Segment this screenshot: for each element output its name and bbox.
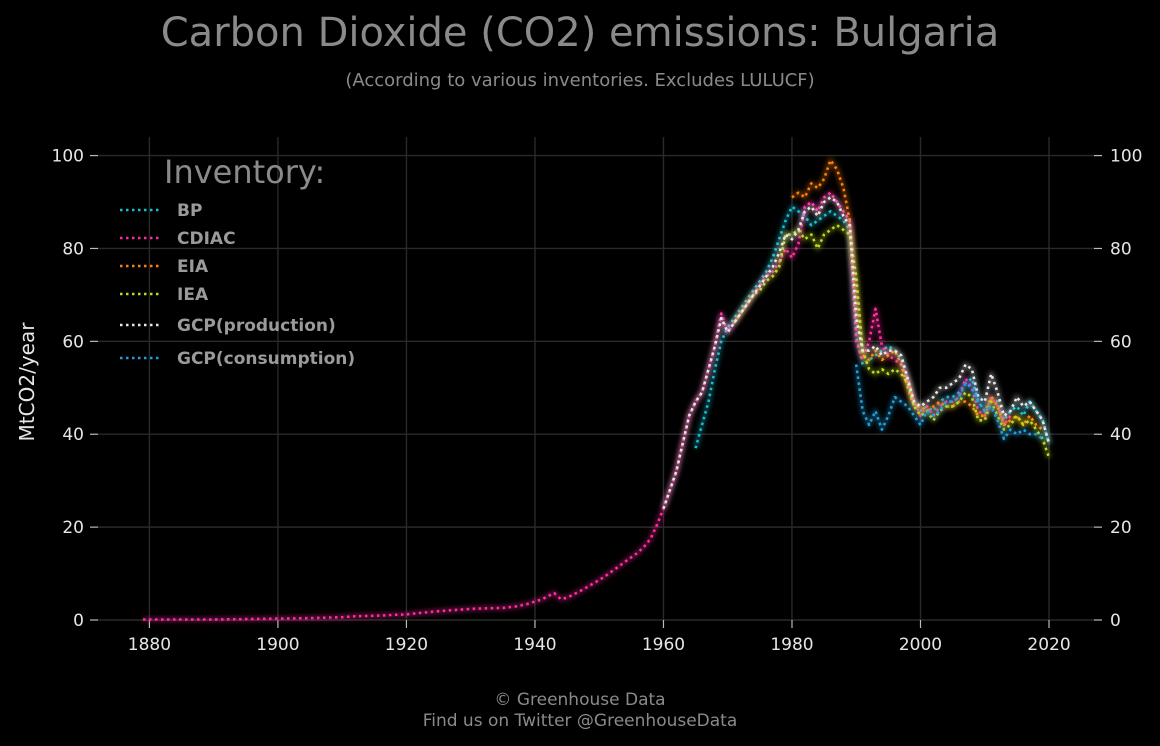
y-tick-label-left: 20: [62, 518, 84, 538]
y-tick-label-left: 0: [73, 611, 84, 631]
legend-label: GCP(production): [177, 316, 336, 336]
legend-label: GCP(consumption): [177, 349, 355, 369]
x-tick-label: 1900: [256, 635, 299, 655]
series-cdiac: [143, 190, 1013, 622]
series-line: [854, 364, 1044, 441]
x-tick-label: 1980: [770, 635, 813, 655]
y-tick-label-right: 0: [1110, 611, 1121, 631]
y-tick-label-left: 60: [62, 332, 84, 352]
x-tick-label: 1960: [642, 635, 685, 655]
series-glow: [661, 194, 1052, 510]
y-tick-label-right: 80: [1110, 239, 1132, 259]
chart-title: Carbon Dioxide (CO2) emissions: Bulgaria: [161, 10, 999, 56]
legend-label: IEA: [177, 285, 209, 305]
series-line: [662, 196, 1051, 509]
y-tick-label-right: 60: [1110, 332, 1132, 352]
legend: Inventory: BP CDIAC EIA IEA GCP(production) G…: [120, 153, 355, 369]
series-layer: [143, 157, 1052, 622]
y-tick-label-left: 40: [62, 425, 84, 445]
series-gcp-consumption: [853, 364, 1045, 442]
series-line: [143, 191, 1012, 621]
y-tick-label-right: 100: [1110, 147, 1142, 167]
footer-credit: © Greenhouse Data: [494, 690, 665, 710]
x-tick-label: 1920: [385, 635, 428, 655]
footer-twitter: Find us on Twitter @GreenhouseData: [423, 711, 738, 731]
legend-label: BP: [177, 201, 202, 221]
y-axis-label: MtCO2/year: [15, 322, 39, 442]
grid: [98, 137, 1094, 621]
y-tick-label-left: 100: [52, 147, 84, 167]
x-tick-label: 1880: [128, 635, 171, 655]
legend-title: Inventory:: [164, 153, 325, 191]
y-tick-label-right: 40: [1110, 425, 1132, 445]
chart-subtitle: (According to various inventories. Exclu…: [345, 70, 814, 91]
x-tick-label: 1940: [513, 635, 556, 655]
y-tick-label-right: 20: [1110, 518, 1132, 538]
series-glow: [143, 190, 1013, 622]
legend-label: EIA: [177, 257, 209, 277]
series-gcp-production: [661, 194, 1052, 510]
x-tick-label: 2000: [899, 635, 942, 655]
legend-label: CDIAC: [177, 229, 236, 249]
y-tick-label-left: 80: [62, 239, 84, 259]
x-tick-label: 2020: [1027, 635, 1070, 655]
